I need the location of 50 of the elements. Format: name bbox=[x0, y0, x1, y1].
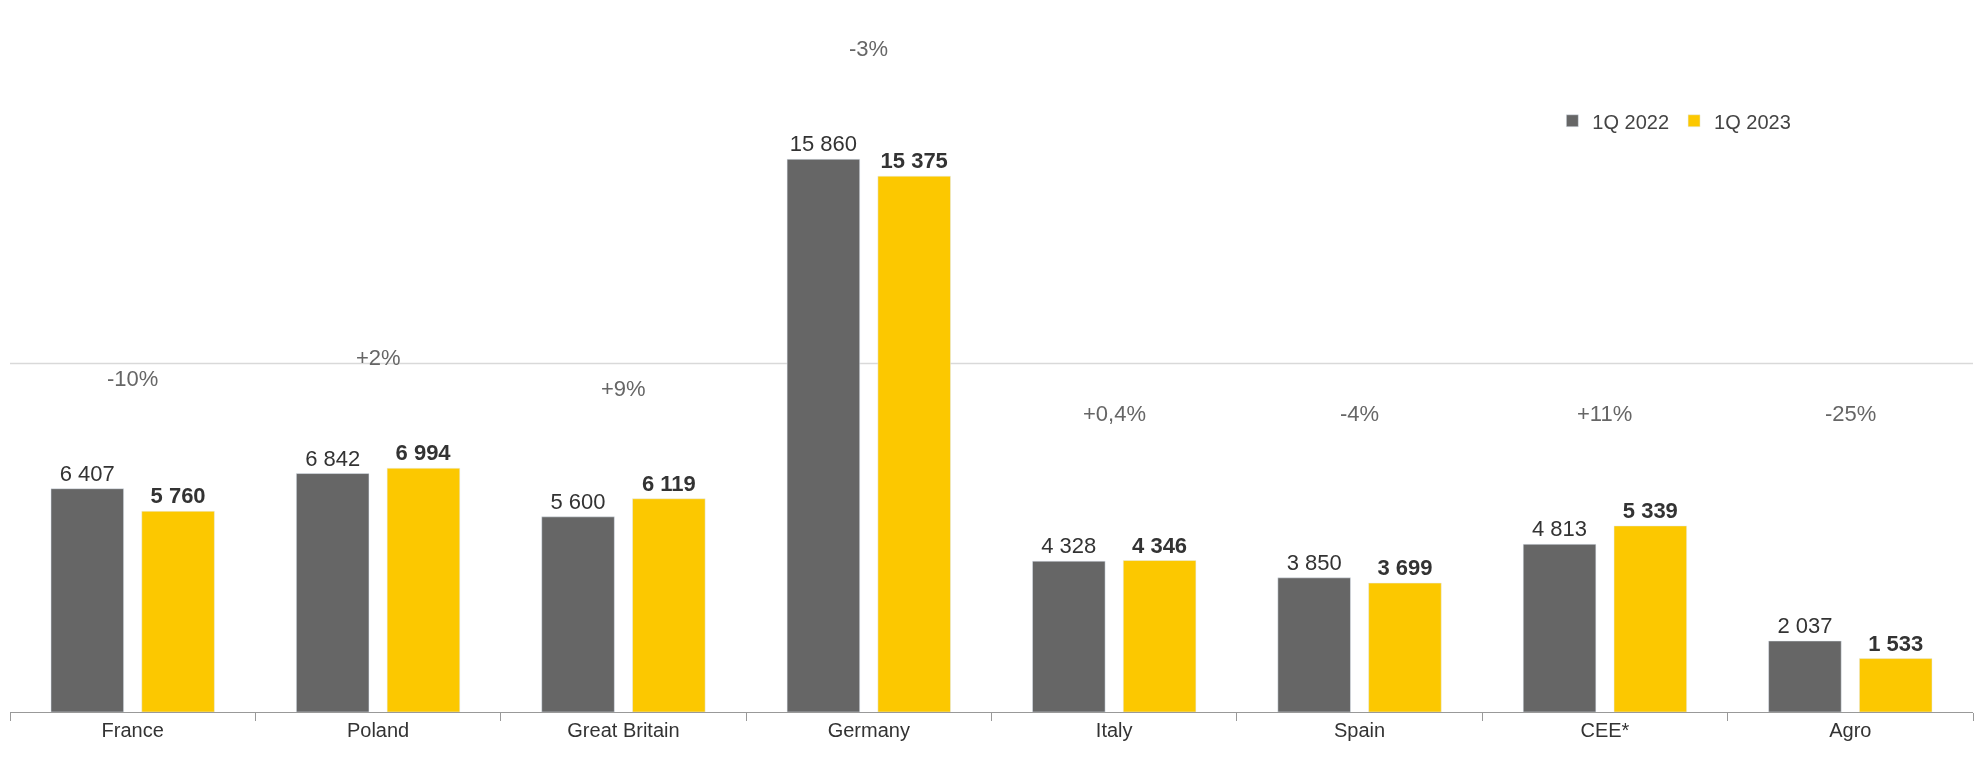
data-label: 4 346 bbox=[1132, 532, 1188, 558]
legend-label: 1Q 2023 bbox=[1714, 110, 1791, 133]
bar bbox=[50, 488, 124, 712]
data-label: 6 119 bbox=[641, 470, 696, 496]
bar bbox=[1613, 525, 1687, 712]
bar bbox=[1032, 560, 1106, 712]
annotation: +2% bbox=[356, 345, 401, 370]
x-tick-label: Germany bbox=[827, 719, 910, 741]
annotation: -4% bbox=[1340, 401, 1380, 426]
x-tick-label: Poland bbox=[346, 719, 410, 741]
bar bbox=[1768, 640, 1842, 712]
data-label: 2 037 bbox=[1777, 613, 1833, 639]
legend-label: 1Q 2022 bbox=[1592, 110, 1670, 133]
text: -3% bbox=[849, 36, 889, 61]
data-label: 5 600 bbox=[550, 488, 606, 514]
x-tick-label: France bbox=[101, 719, 164, 741]
bar bbox=[541, 516, 615, 712]
bar bbox=[1859, 658, 1933, 712]
bar bbox=[1522, 544, 1597, 712]
bar bbox=[1277, 577, 1351, 712]
bar bbox=[1368, 582, 1442, 712]
annotation: +11% bbox=[1577, 401, 1633, 426]
x-tick-label: CEE* bbox=[1580, 719, 1630, 741]
x-tick-label: Great Britain bbox=[567, 719, 680, 741]
annotation: -10% bbox=[107, 366, 159, 391]
bar bbox=[877, 175, 951, 712]
x-tick-label: Spain bbox=[1333, 719, 1386, 741]
data-label: 5 760 bbox=[150, 483, 206, 509]
data-label: 4 328 bbox=[1041, 533, 1097, 559]
data-label: 5 339 bbox=[1622, 497, 1678, 523]
data-label: 6 407 bbox=[59, 460, 115, 486]
annotation: -25% bbox=[1825, 401, 1877, 426]
bar bbox=[632, 498, 706, 712]
data-label: 3 699 bbox=[1377, 555, 1433, 581]
data-label: 6 994 bbox=[395, 440, 452, 466]
bar bbox=[296, 473, 370, 712]
x-tick-label: Agro bbox=[1829, 719, 1872, 741]
data-label: 3 850 bbox=[1286, 549, 1342, 575]
bar bbox=[1123, 560, 1197, 712]
data-label: 4 813 bbox=[1532, 516, 1588, 542]
bar bbox=[386, 467, 461, 712]
bar bbox=[786, 158, 860, 712]
bar bbox=[141, 511, 215, 712]
annotation: +9% bbox=[601, 376, 646, 401]
data-label: 15 375 bbox=[880, 148, 948, 174]
annotation: +0,4% bbox=[1083, 401, 1146, 426]
x-tick-label: Italy bbox=[1095, 719, 1133, 741]
data-label: 1 533 bbox=[1868, 630, 1924, 656]
data-label: 15 860 bbox=[789, 131, 858, 157]
data-label: 6 842 bbox=[305, 445, 361, 471]
